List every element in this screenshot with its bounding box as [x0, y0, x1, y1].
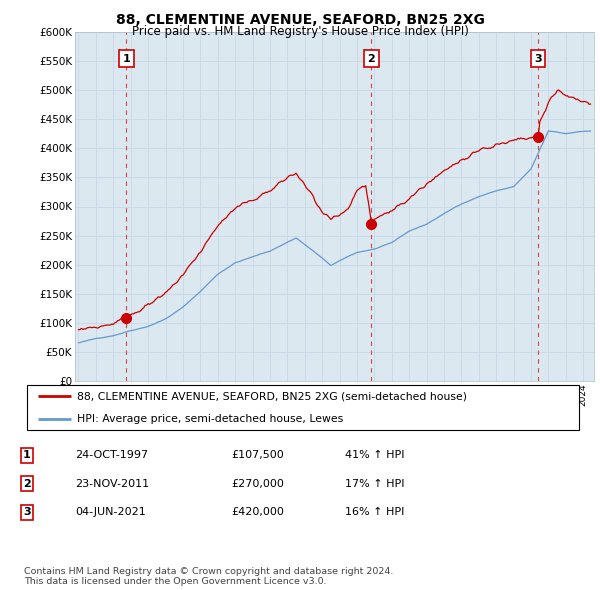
Text: 24-OCT-1997: 24-OCT-1997: [75, 451, 148, 460]
Text: 41% ↑ HPI: 41% ↑ HPI: [345, 451, 404, 460]
Text: Price paid vs. HM Land Registry's House Price Index (HPI): Price paid vs. HM Land Registry's House …: [131, 25, 469, 38]
Text: 88, CLEMENTINE AVENUE, SEAFORD, BN25 2XG (semi-detached house): 88, CLEMENTINE AVENUE, SEAFORD, BN25 2XG…: [77, 391, 467, 401]
Text: 1: 1: [23, 451, 31, 460]
Text: 2: 2: [368, 54, 376, 64]
Text: £420,000: £420,000: [231, 507, 284, 517]
Text: 3: 3: [535, 54, 542, 64]
Text: 2: 2: [23, 479, 31, 489]
Text: 17% ↑ HPI: 17% ↑ HPI: [345, 479, 404, 489]
Text: £270,000: £270,000: [231, 479, 284, 489]
Text: 1: 1: [122, 54, 130, 64]
Text: 3: 3: [23, 507, 31, 517]
Text: £107,500: £107,500: [231, 451, 284, 460]
Text: Contains HM Land Registry data © Crown copyright and database right 2024.
This d: Contains HM Land Registry data © Crown c…: [24, 567, 394, 586]
Text: 04-JUN-2021: 04-JUN-2021: [75, 507, 146, 517]
Text: HPI: Average price, semi-detached house, Lewes: HPI: Average price, semi-detached house,…: [77, 414, 343, 424]
Text: 23-NOV-2011: 23-NOV-2011: [75, 479, 149, 489]
Text: 16% ↑ HPI: 16% ↑ HPI: [345, 507, 404, 517]
FancyBboxPatch shape: [27, 385, 579, 430]
Text: 88, CLEMENTINE AVENUE, SEAFORD, BN25 2XG: 88, CLEMENTINE AVENUE, SEAFORD, BN25 2XG: [116, 13, 484, 27]
